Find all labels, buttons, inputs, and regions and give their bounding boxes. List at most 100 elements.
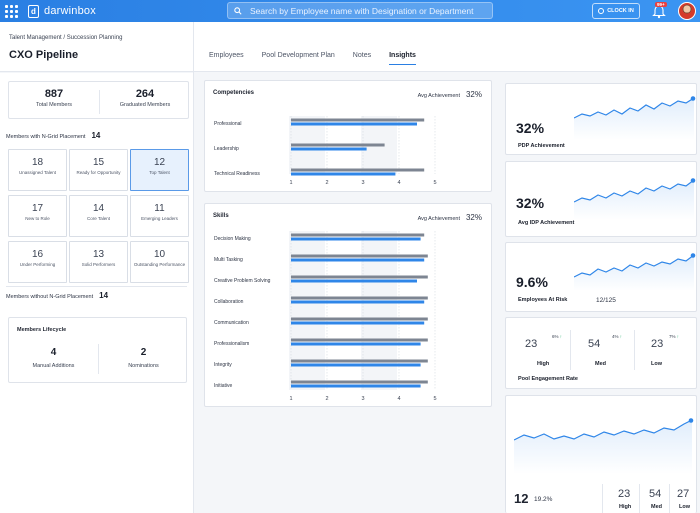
engagement-low-delta: 7% ↑ [669, 334, 679, 339]
breadcrumb[interactable]: Talent Management / Succession Planning [9, 35, 123, 41]
tab-insights[interactable]: Insights [389, 52, 416, 65]
ngrid-label: Ready for Opportunity [76, 170, 121, 175]
engagement-med-value: 54 [588, 338, 601, 350]
total-members-value: 887 [44, 88, 64, 100]
pdp-value: 32% [516, 120, 545, 136]
ngrid-cell-ready-for-opportunity[interactable]: 15 Ready for Opportunity [69, 149, 128, 191]
competencies-chart: 1 2 3 4 5 Professional Leadership Technical Rea… [214, 116, 437, 186]
ngrid-cell-unassigned-talent[interactable]: 18 Unassigned Talent [8, 149, 67, 191]
axis-tick-label: 2 [325, 180, 328, 186]
brand-logo[interactable]: d darwinbox [28, 4, 96, 18]
ngrid-label: New to Role [25, 216, 50, 221]
ngrid-value: 17 [31, 203, 44, 214]
axis-tick-label: 2 [325, 396, 328, 402]
user-avatar[interactable] [678, 2, 696, 20]
ngrid-label: Solid Performers [81, 262, 116, 267]
bar-grey [291, 275, 428, 279]
idp-label: Avg IDP Achievement [518, 220, 575, 226]
tab-pool-development-plan[interactable]: Pool Development Plan [261, 52, 335, 59]
bar-blue [291, 384, 421, 388]
bar-blue [291, 363, 421, 367]
tab-notes[interactable]: Notes [352, 52, 372, 59]
row-label: Integrity [214, 362, 232, 368]
skills-card: Skills Avg Achievement 32% 1 2 3 4 5 Decision … [204, 203, 492, 407]
engagement-high-value: 23 [525, 338, 538, 350]
ngrid-label: Top Talent [149, 170, 170, 175]
ngrid-cell-under-performing[interactable]: 16 Under Performing [8, 241, 67, 283]
engagement-high-delta-value: 6% [552, 334, 559, 339]
row-label: Collaboration [214, 299, 244, 305]
without-ngrid-section-label: Members without N-Grid Placement 14 [6, 291, 108, 300]
trend-low-label: Low [679, 504, 690, 510]
graduated-members-label: Graduated Members [119, 102, 171, 108]
ngrid-cell-core-talent[interactable]: 14 Core Talent [69, 195, 128, 237]
ngrid-cell-outstanding-performance[interactable]: 10 Outstanding Performance [130, 241, 189, 283]
tab-employees[interactable]: Employees [209, 52, 244, 59]
trend-high-value: 23 [618, 488, 631, 500]
row-label: Leadership [214, 146, 239, 152]
clock-in-button[interactable]: CLOCK IN [592, 3, 640, 19]
lifecycle-title: Members Lifecycle [17, 327, 67, 333]
trend-divider [669, 484, 670, 513]
idp-sparkline [574, 178, 696, 220]
ngrid-cell-emerging-leaders[interactable]: 11 Emerging Leaders [130, 195, 189, 237]
skills-avg-label: Avg Achievement [417, 216, 460, 222]
brand-name: darwinbox [44, 5, 96, 17]
page-title: CXO Pipeline [9, 49, 79, 61]
bar-grey [291, 143, 385, 147]
competencies-card: Competencies Avg Achievement 32% 1 2 3 4 5 Pro… [204, 80, 492, 192]
trend-low-value: 27 [677, 488, 690, 500]
bar-grey [291, 359, 428, 363]
bar-grey [291, 317, 428, 321]
ngrid-cell-top-talent[interactable]: 12 Top Talent [130, 149, 189, 191]
axis-tick-label: 5 [433, 180, 436, 186]
ngrid-value: 11 [154, 203, 165, 214]
darwinbox-logo-icon: d [28, 4, 39, 18]
ngrid-value: 16 [31, 249, 44, 260]
arrow-up-icon: ↑ [619, 334, 623, 339]
page-header: Talent Management / Succession Planning … [0, 22, 700, 72]
row-label: Initiative [214, 383, 233, 389]
ngrid-value: 18 [31, 157, 44, 168]
row-label: Technical Readiness [214, 171, 260, 177]
ngrid-cell-new-to-role[interactable]: 17 New to Role [8, 195, 67, 237]
idp-achievement-card: 32% Avg IDP Achievement [505, 161, 697, 237]
apps-grid-icon[interactable] [4, 4, 18, 18]
engagement-med-delta: 4% ↑ [612, 334, 622, 339]
clock-in-label: CLOCK IN [607, 8, 634, 14]
search-placeholder: Search by Employee name with Designation… [250, 5, 474, 16]
ngrid-cell-solid-performers[interactable]: 13 Solid Performers [69, 241, 128, 283]
engagement-high-label: High [537, 361, 550, 367]
ngrid-value: 13 [92, 249, 105, 260]
risk-label: Employees At Risk [518, 297, 568, 303]
pool-engagement-card: 23 6% ↑ High 54 4% ↑ Med 23 7% ↑ Low Poo… [505, 317, 697, 389]
bar-blue [291, 147, 367, 151]
ngrid-label: Members with N-Grid Placement [6, 134, 86, 140]
manual-additions-label: Manual Additions [32, 363, 75, 369]
competencies-avg-value: 32% [465, 90, 482, 99]
without-ngrid-count: 14 [99, 291, 109, 300]
graduated-members-value: 264 [135, 88, 155, 100]
ngrid-value: 15 [92, 157, 105, 168]
manual-additions-value: 4 [50, 347, 57, 358]
axis-tick-label: 4 [397, 396, 400, 402]
bar-blue [291, 258, 425, 262]
row-label: Decision Making [214, 236, 251, 242]
search-input[interactable]: Search by Employee name with Designation… [227, 2, 493, 19]
total-members-stat: 887 Total Members [9, 88, 99, 108]
pdp-sparkline [574, 96, 696, 140]
ngrid-value: 10 [153, 249, 166, 260]
ngrid: 18 Unassigned Talent 15 Ready for Opportun… [8, 149, 189, 283]
ngrid-section-label: Members with N-Grid Placement 14 [6, 131, 100, 140]
ngrid-value: 12 [153, 157, 166, 168]
bar-grey [291, 296, 428, 300]
competencies-title: Competencies [213, 90, 255, 96]
notifications-button[interactable]: 99+ [652, 2, 667, 19]
top-bar: d darwinbox Search by Employee name with… [0, 0, 700, 22]
nominations-label: Nominations [128, 363, 159, 369]
axis-tick-label: 5 [433, 396, 436, 402]
skills-title: Skills [213, 213, 229, 219]
bar-grey [291, 254, 428, 258]
trend-med-value: 54 [649, 488, 662, 500]
bar-blue [291, 172, 396, 176]
